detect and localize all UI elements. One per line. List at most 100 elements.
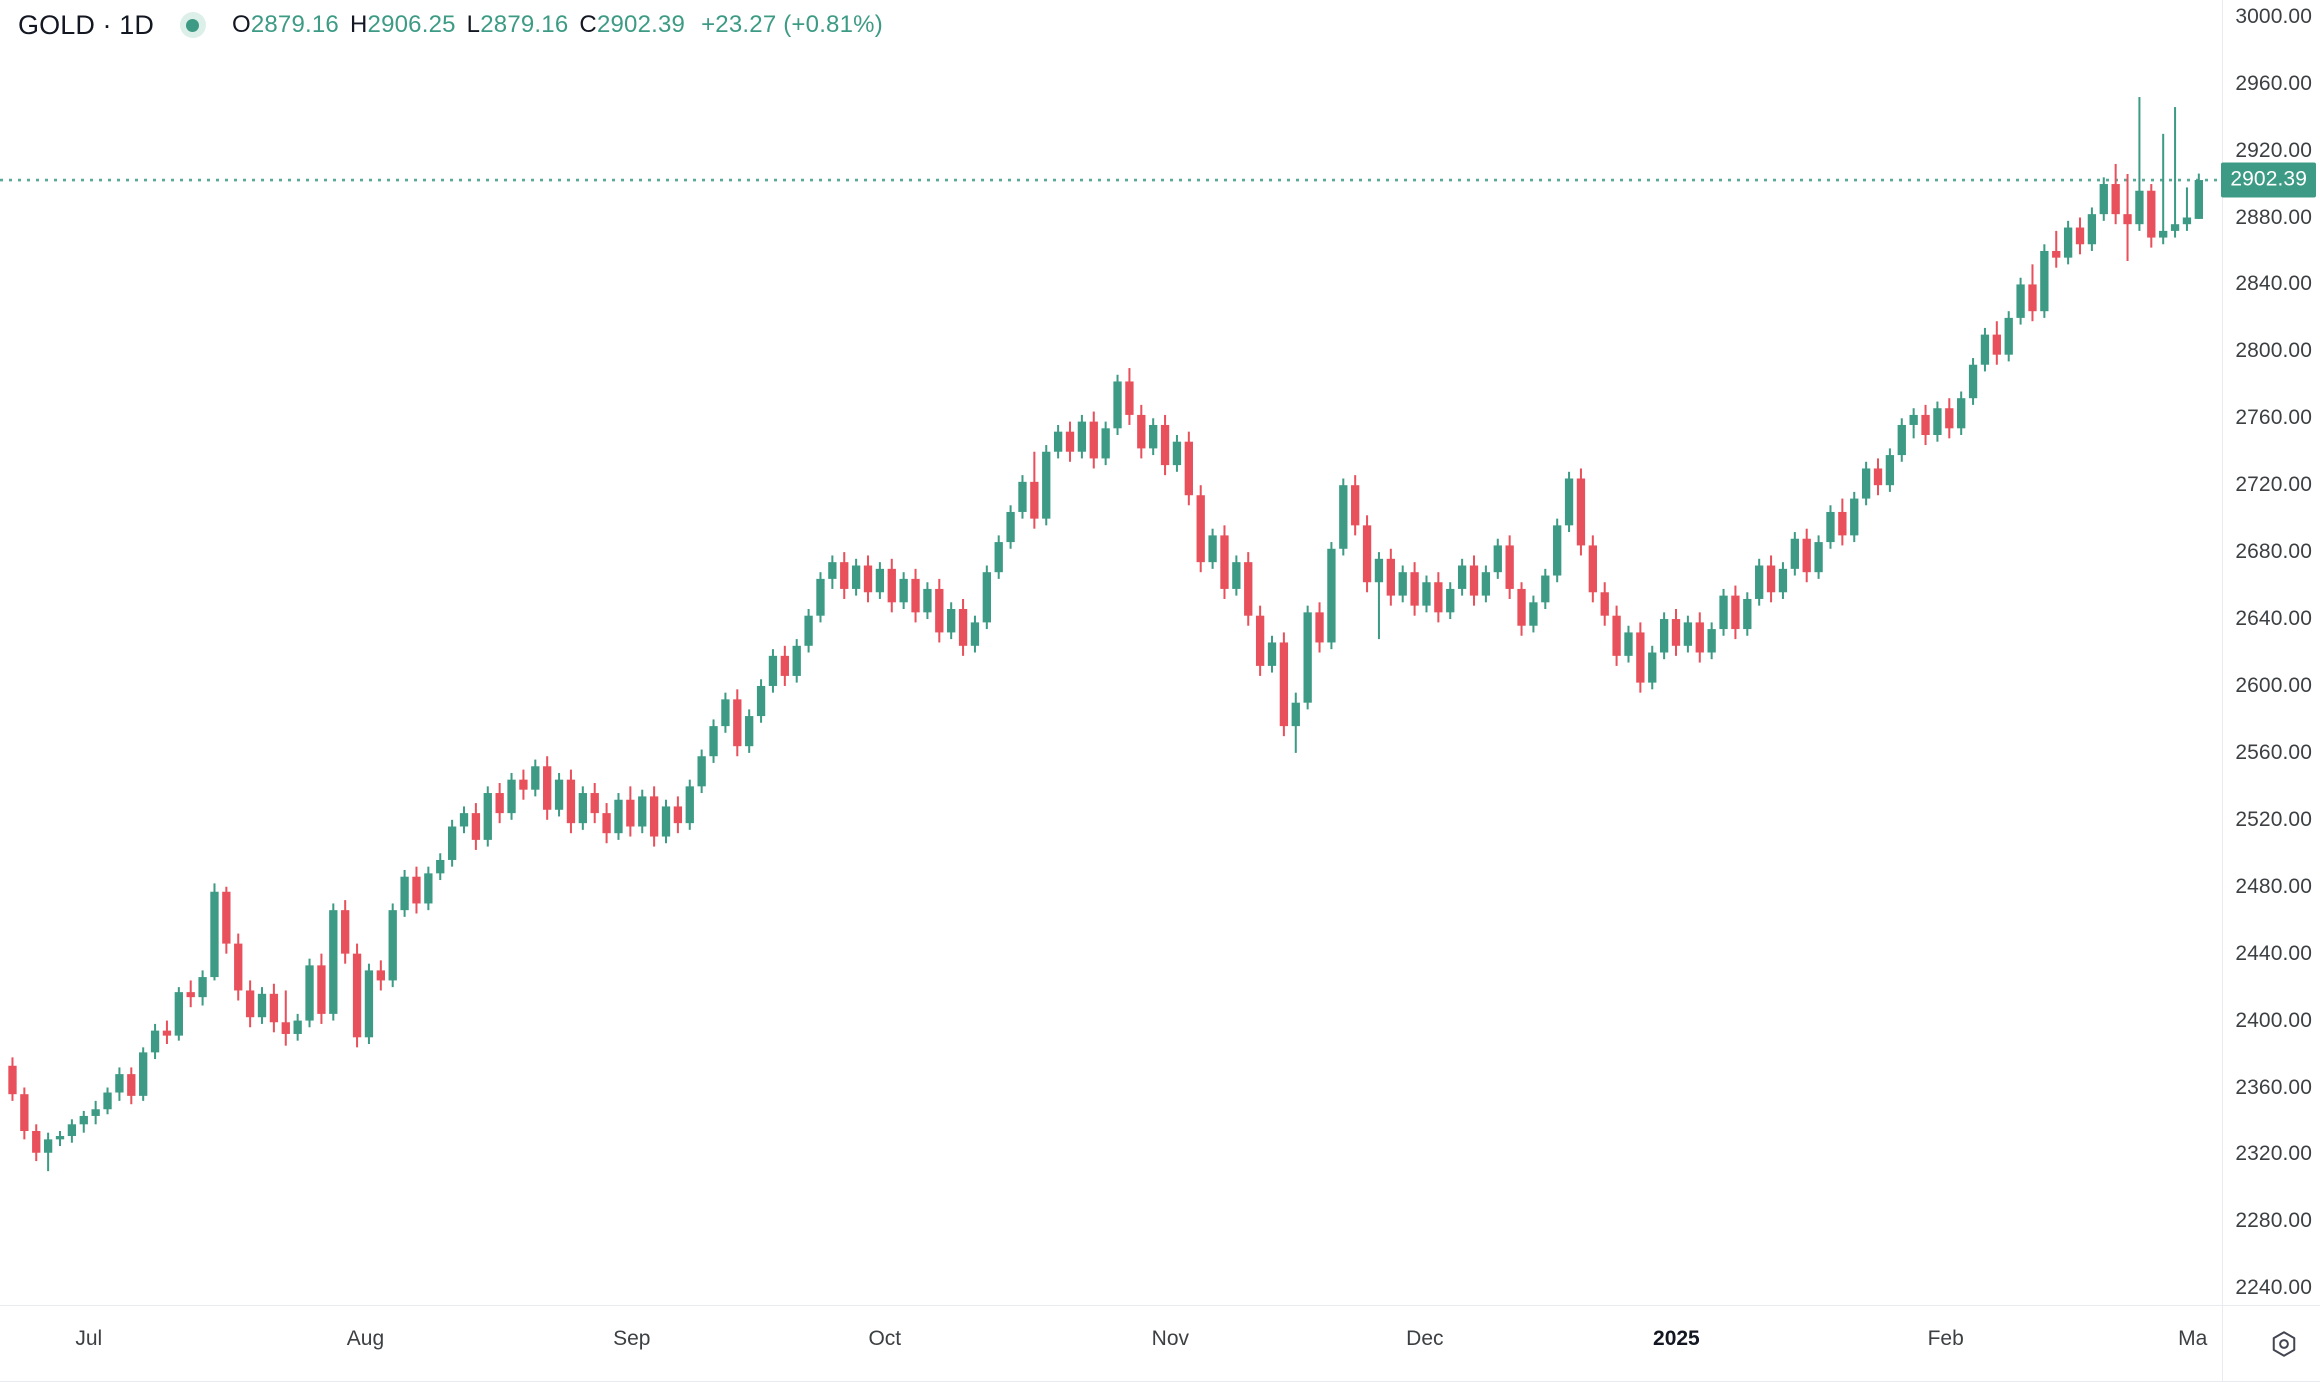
candle-body — [2194, 180, 2203, 219]
candle-body — [685, 786, 694, 824]
candle — [1457, 558, 1467, 596]
candle-body — [2040, 250, 2049, 312]
candle-body — [851, 565, 861, 589]
candle-body — [32, 1131, 41, 1153]
chart-legend[interactable]: GOLD · 1D O2879.16 H2906.25 L2879.16 C2902.… — [18, 8, 883, 42]
candle — [1897, 418, 1906, 462]
candle — [614, 793, 623, 840]
low-value: 2879.16 — [480, 11, 569, 38]
candle-body — [1719, 595, 1728, 630]
candle-body — [67, 1124, 77, 1137]
candle — [495, 783, 504, 824]
candle — [626, 786, 635, 837]
candle — [2040, 244, 2049, 318]
candle-body — [1315, 612, 1324, 643]
candle — [2087, 207, 2097, 251]
time-axis[interactable]: Jul Aug Sep Oct Nov Dec 2025 Feb Ma — [0, 1305, 2320, 1382]
candle — [1386, 548, 1395, 606]
candle-body — [1624, 632, 1633, 656]
candle — [1160, 414, 1170, 476]
candle-body — [400, 876, 409, 911]
candle — [1992, 321, 2001, 365]
candle — [1065, 421, 1075, 462]
price-axis[interactable]: 3000.00 2960.00 2920.00 2880.00 2840.00 2800.… — [2221, 0, 2320, 1305]
candle — [531, 759, 540, 797]
candle-body — [1612, 615, 1621, 656]
candle — [1279, 632, 1289, 737]
price-tick: 2640.00 — [2235, 607, 2312, 631]
candle-body — [150, 1030, 160, 1053]
candle-body — [424, 873, 433, 904]
candle-body — [2063, 227, 2073, 258]
candle — [1053, 424, 1063, 459]
candle-body — [875, 568, 885, 593]
candle-body — [768, 655, 778, 686]
candle — [840, 552, 849, 599]
candle-body — [234, 943, 243, 991]
candlestick-plot[interactable] — [0, 0, 2222, 1305]
candle-body — [222, 891, 231, 944]
candle — [388, 903, 397, 988]
candle-body — [1481, 572, 1491, 596]
candle-body — [281, 1022, 290, 1034]
candle-body — [459, 813, 469, 827]
price-tick: 2880.00 — [2235, 205, 2312, 229]
candle — [1089, 411, 1098, 469]
candle-body — [661, 806, 671, 837]
candle — [2004, 311, 2013, 362]
candle — [1517, 582, 1526, 636]
candle — [317, 953, 326, 1024]
candle — [756, 679, 766, 723]
candle — [352, 943, 362, 1048]
candle-body — [1434, 582, 1443, 613]
candle — [1303, 605, 1312, 710]
candle — [2170, 107, 2180, 238]
candle-body — [1030, 481, 1039, 519]
candle — [2063, 220, 2073, 265]
candle — [127, 1067, 136, 1105]
candle-body — [1267, 642, 1277, 666]
candle-wick — [2138, 97, 2141, 231]
candle — [1172, 435, 1182, 472]
symbol-title[interactable]: GOLD · 1D — [18, 10, 154, 40]
candle-body — [341, 910, 350, 954]
candle-body — [2159, 230, 2168, 238]
candle-body — [1755, 565, 1764, 599]
candle-body — [982, 572, 991, 623]
current-price-badge[interactable]: 2902.39 — [2221, 162, 2316, 198]
candle — [55, 1131, 65, 1147]
candle-body — [1897, 424, 1906, 456]
candle — [139, 1047, 148, 1101]
candle — [1588, 535, 1597, 603]
candle-body — [1089, 421, 1098, 459]
candle — [1493, 538, 1502, 579]
candle — [685, 779, 694, 830]
price-tick: 2560.00 — [2235, 740, 2312, 764]
candle-body — [305, 965, 314, 1021]
candle — [1814, 535, 1823, 579]
open-label: O — [231, 11, 251, 38]
candle — [1018, 475, 1027, 519]
candle — [293, 1013, 302, 1041]
candle-body — [1766, 565, 1776, 593]
candle-body — [1553, 525, 1562, 576]
high-label: H — [349, 11, 368, 38]
time-tick: Nov — [1151, 1327, 1190, 1350]
candle-body — [947, 609, 956, 633]
candle — [519, 769, 528, 800]
candle-body — [20, 1094, 29, 1131]
candle — [2099, 177, 2108, 221]
candle-body — [1743, 598, 1752, 630]
crosshair-target-icon[interactable] — [2262, 1322, 2306, 1366]
price-tick: 2760.00 — [2235, 406, 2312, 430]
candle-body — [578, 793, 587, 824]
candle-body — [269, 993, 279, 1023]
candle-body — [1184, 441, 1193, 496]
candle — [2123, 174, 2132, 261]
candle — [899, 572, 908, 609]
candle-body — [1861, 468, 1871, 499]
candle — [1802, 528, 1811, 583]
candle — [1968, 358, 1978, 405]
price-tick: 2520.00 — [2235, 807, 2312, 831]
candle — [1790, 532, 1799, 576]
